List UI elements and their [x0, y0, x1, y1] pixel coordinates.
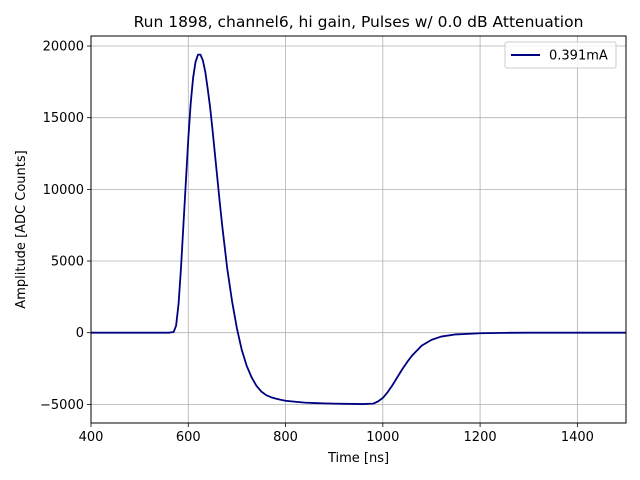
plot-area: [91, 53, 626, 405]
x-tick-label: 800: [273, 430, 298, 445]
y-tick-label: 10000: [43, 183, 84, 198]
chart-title: Run 1898, channel6, hi gain, Pulses w/ 0…: [134, 13, 584, 31]
legend: 0.391mA: [504, 41, 617, 69]
y-axis: −5000 0 5000 10000 15000 20000: [40, 40, 91, 413]
x-tick-label: 1200: [464, 430, 497, 445]
grid: [90, 36, 626, 423]
legend-label: 0.391mA: [549, 49, 608, 64]
x-tick-label: 1400: [561, 430, 594, 445]
series-line-0: [91, 53, 626, 405]
x-axis: 400 600 800 1000 1200 1400: [79, 423, 594, 445]
legend-box: [504, 41, 617, 69]
y-tick-label: 15000: [43, 111, 84, 126]
x-tick-label: 1000: [366, 430, 399, 445]
y-tick-label: 5000: [51, 255, 84, 270]
x-axis-label: Time [ns]: [327, 451, 389, 466]
x-tick-label: 400: [79, 430, 104, 445]
axes-frame: [90, 35, 627, 424]
y-tick-label: 0: [76, 326, 84, 341]
x-tick-label: 600: [176, 430, 201, 445]
y-axis-label: Amplitude [ADC Counts]: [14, 150, 29, 308]
y-tick-label: 20000: [43, 40, 84, 55]
y-tick-label: −5000: [40, 398, 84, 413]
